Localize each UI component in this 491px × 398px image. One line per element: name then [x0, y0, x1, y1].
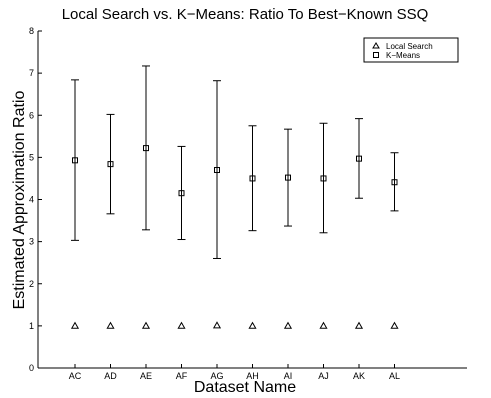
- local-search-point-AG: [212, 321, 222, 329]
- y-tick-label: 2: [29, 279, 34, 289]
- legend-label-local-search: Local Search: [386, 42, 433, 51]
- x-tick-label: AD: [104, 371, 117, 381]
- kmeans-point-AC: [72, 157, 78, 164]
- kmeans-point-AK: [356, 155, 362, 162]
- x-tick-label: AI: [284, 371, 293, 381]
- y-tick-label: 3: [29, 237, 34, 247]
- local-search-point-AE: [141, 321, 151, 329]
- y-tick-label: 7: [29, 68, 34, 78]
- kmeans-point-AL: [391, 179, 398, 186]
- x-tick-label: AG: [210, 371, 223, 381]
- y-tick-label: 4: [29, 195, 34, 205]
- ticks: 0 1 2 3 4 5 6 7 8 AC AD AE AF AG AH AI AJ AK AL: [29, 26, 400, 381]
- x-tick-label: AL: [389, 371, 400, 381]
- x-tick-label: AJ: [318, 371, 329, 381]
- x-tick-label: AK: [353, 371, 365, 381]
- x-axis-label: Dataset Name: [194, 379, 296, 396]
- kmeans-point-AG: [214, 167, 220, 174]
- local-search-point-AC: [70, 321, 80, 329]
- x-tick-label: AF: [176, 371, 188, 381]
- local-search-point-AI: [283, 321, 293, 329]
- x-tick-label: AH: [246, 371, 259, 381]
- local-search-point-AL: [390, 321, 399, 329]
- y-axis-label: Estimated Approximation Ratio: [11, 91, 28, 310]
- kmeans-point-AE: [143, 145, 149, 152]
- y-tick-label: 5: [29, 152, 34, 162]
- legend-triangle-icon: [372, 42, 380, 49]
- kmeans-point-AH: [249, 175, 256, 182]
- local-search-point-AJ: [319, 321, 328, 329]
- legend-label-kmeans: K−Means: [386, 51, 420, 60]
- local-search-point-AK: [354, 321, 364, 329]
- x-tick-label: AC: [69, 371, 82, 381]
- error-bars: [71, 65, 399, 259]
- y-tick-label: 8: [29, 26, 34, 36]
- y-tick-label: 6: [29, 110, 34, 120]
- local-search-point-AF: [177, 321, 186, 329]
- x-tick-label: AE: [140, 371, 152, 381]
- legend-square-icon: [373, 52, 379, 58]
- chart-title: Local Search vs. K−Means: Ratio To Best−…: [62, 6, 429, 23]
- kmeans-point-AD: [107, 161, 114, 168]
- legend-box: [363, 37, 459, 63]
- y-tick-label: 1: [29, 321, 34, 331]
- y-tick-label: 0: [29, 363, 34, 373]
- local-search-point-AD: [106, 321, 115, 329]
- markers: [70, 145, 399, 329]
- kmeans-point-AJ: [320, 175, 327, 182]
- local-search-point-AH: [248, 321, 257, 329]
- kmeans-point-AF: [178, 190, 185, 197]
- kmeans-point-AI: [285, 174, 291, 181]
